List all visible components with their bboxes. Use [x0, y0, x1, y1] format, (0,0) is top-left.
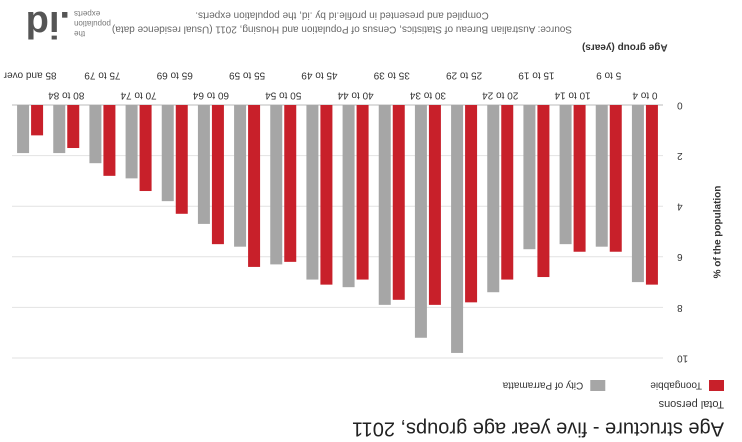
bar [67, 105, 80, 149]
x-tick-label: 70 to 74 [120, 89, 157, 100]
bar [175, 105, 188, 214]
bar [103, 105, 116, 176]
logo-mark: .id [26, 3, 70, 45]
y-tick-label: 6 [677, 251, 683, 262]
legend-label: Toongabbie [650, 379, 702, 390]
bar [53, 105, 66, 154]
bar [645, 105, 658, 285]
bar [306, 105, 319, 280]
bar [284, 105, 297, 262]
bar [378, 105, 391, 305]
legend-swatch [590, 380, 606, 391]
bar [465, 105, 478, 303]
x-tick-label: 20 to 24 [482, 89, 519, 100]
bar [31, 105, 44, 136]
y-axis-title: % of the population [713, 186, 724, 279]
bar [487, 105, 500, 293]
x-tick-label: 75 to 79 [84, 69, 121, 80]
bar [342, 105, 355, 288]
bar [414, 105, 427, 338]
logo-text: experts [74, 9, 100, 18]
y-tick-label: 0 [677, 99, 683, 110]
bar [559, 105, 572, 245]
bar [161, 105, 174, 202]
bar [89, 105, 102, 164]
legend-swatch [709, 380, 724, 391]
bar [320, 105, 333, 285]
bar [451, 105, 464, 353]
logo-text: population [74, 19, 111, 28]
bar [248, 105, 261, 267]
y-tick-label: 4 [677, 201, 683, 212]
source-text: Source: Australian Bureau of Statistics,… [112, 23, 572, 34]
bar [609, 105, 622, 252]
source-text: Compiled and presented in profile.id by … [195, 9, 489, 20]
x-tick-label: 5 to 9 [596, 69, 621, 80]
x-tick-label: 50 to 54 [265, 89, 302, 100]
x-tick-label: 45 to 49 [301, 69, 338, 80]
bar [595, 105, 608, 247]
bar [139, 105, 152, 192]
x-tick-label: 80 to 84 [48, 89, 85, 100]
x-tick-label: 30 to 34 [409, 89, 446, 100]
bar [428, 105, 441, 305]
y-tick-label: 2 [677, 150, 683, 161]
x-tick-label: 10 to 14 [554, 89, 591, 100]
x-tick-label: 85 and over [3, 69, 56, 80]
bar [17, 105, 30, 154]
x-tick-label: 15 to 19 [518, 69, 555, 80]
x-tick-label: 60 to 64 [192, 89, 229, 100]
y-tick-label: 8 [677, 302, 683, 313]
bar [125, 105, 138, 179]
y-tick-label: 10 [677, 352, 689, 363]
bar [631, 105, 644, 283]
bar [501, 105, 514, 280]
x-tick-label: 65 to 69 [156, 69, 193, 80]
x-tick-label: 25 to 29 [446, 69, 483, 80]
legend-label: City of Parramatta [502, 379, 583, 390]
chart-title: Age structure - five year age groups, 20… [352, 418, 724, 440]
bar [234, 105, 247, 247]
logo-text: the [73, 29, 85, 38]
bar [392, 105, 405, 300]
bar [211, 105, 224, 245]
bar [197, 105, 210, 224]
bar [356, 105, 369, 280]
x-tick-label: 55 to 59 [229, 69, 266, 80]
bar [573, 105, 586, 252]
bar [537, 105, 550, 278]
bar [523, 105, 536, 250]
x-tick-label: 0 to 4 [632, 89, 657, 100]
x-tick-label: 40 to 44 [337, 89, 374, 100]
x-tick-label: 35 to 39 [373, 69, 410, 80]
x-axis-title: Age group (years) [582, 41, 668, 52]
chart-subtitle: Total persons [658, 398, 724, 410]
bar [270, 105, 283, 265]
